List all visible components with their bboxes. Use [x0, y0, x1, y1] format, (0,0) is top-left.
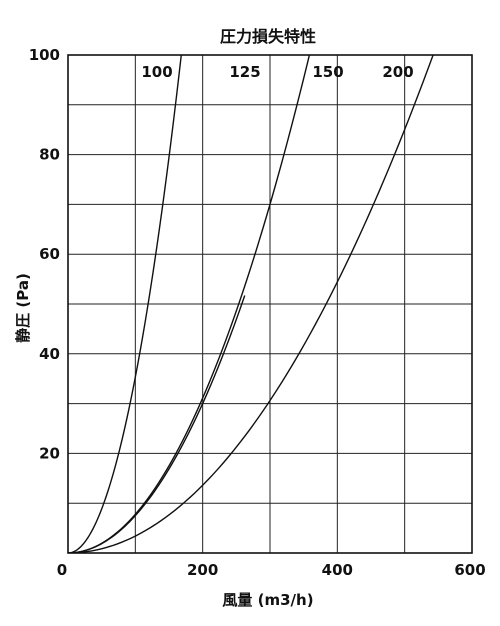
y-tick-label: 80	[39, 146, 60, 164]
series-label-100: 100	[141, 63, 172, 81]
series-label-200: 200	[382, 63, 413, 81]
chart-title: 圧力損失特性	[220, 27, 316, 46]
y-tick-label: 20	[39, 444, 60, 462]
x-axis-label: 風量 (m3/h)	[222, 591, 313, 609]
x-tick-label: 400	[322, 561, 353, 579]
y-axis-label: 静圧 (Pa)	[14, 273, 32, 343]
grid	[68, 55, 472, 553]
series-curve-150	[68, 55, 311, 553]
labels: 0 200 400 600 20 40 60 80 100 100 125 150 200	[29, 46, 486, 579]
series-curve-125	[68, 295, 246, 553]
y-tick-label: 100	[29, 46, 60, 64]
y-tick-label: 60	[39, 245, 60, 263]
x-tick-label: 0	[57, 561, 67, 579]
x-tick-label: 200	[187, 561, 218, 579]
series-label-150: 150	[312, 63, 343, 81]
series-curve-100	[68, 55, 182, 553]
series-curve-200	[68, 55, 434, 553]
y-tick-label: 40	[39, 345, 60, 363]
series-label-125: 125	[229, 63, 260, 81]
x-tick-label: 600	[454, 561, 485, 579]
curves	[68, 55, 434, 553]
plot-frame	[67, 54, 473, 554]
